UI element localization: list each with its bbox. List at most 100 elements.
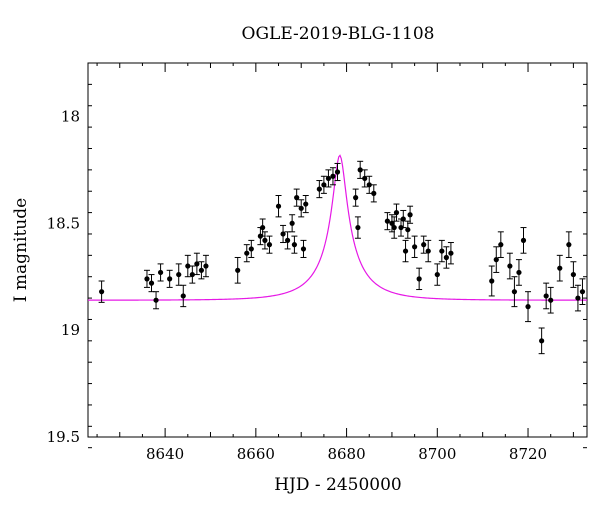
data-point [391, 216, 398, 239]
data-marker [355, 224, 361, 231]
data-point [443, 246, 450, 269]
data-point [166, 269, 173, 288]
x-tick-label: 8640 [146, 445, 184, 463]
data-point [275, 195, 282, 218]
data-point [193, 252, 200, 276]
data-point [248, 239, 255, 258]
data-marker [153, 297, 159, 303]
data-point [289, 214, 296, 233]
data-marker [543, 293, 549, 299]
x-tick-label: 8720 [509, 445, 547, 463]
data-marker [493, 257, 499, 263]
data-marker [362, 175, 368, 182]
data-point [416, 267, 423, 291]
data-point [506, 252, 513, 280]
data-marker [421, 242, 427, 248]
data-marker [203, 263, 209, 269]
data-marker [260, 224, 266, 231]
data-marker [157, 269, 164, 276]
data-point [234, 256, 241, 284]
data-marker [416, 276, 422, 282]
data-point [153, 291, 160, 310]
data-marker [185, 263, 191, 269]
data-point [556, 254, 563, 282]
data-marker [244, 250, 250, 256]
data-point [329, 167, 336, 186]
data-point [447, 242, 454, 265]
data-point [316, 180, 323, 199]
data-point [352, 188, 359, 207]
x-tick-label: 8680 [327, 445, 365, 463]
data-point [579, 278, 586, 305]
data-marker [353, 195, 359, 201]
data-point [366, 175, 373, 194]
x-tick-label: 8660 [237, 445, 275, 463]
data-point [384, 212, 391, 231]
data-point [361, 169, 368, 188]
data-marker [148, 280, 155, 286]
data-point [157, 263, 164, 282]
data-marker [439, 248, 445, 254]
data-marker [316, 186, 322, 192]
data-point [425, 239, 432, 263]
data-marker [400, 216, 406, 222]
data-marker [402, 248, 409, 254]
data-marker [516, 269, 522, 276]
data-marker [407, 212, 413, 218]
data-marker [330, 173, 336, 179]
data-marker [298, 205, 304, 211]
data-marker [248, 246, 254, 252]
data-marker [357, 167, 363, 173]
data-marker [176, 271, 182, 278]
data-point [320, 175, 327, 194]
plot-frame [87, 62, 588, 438]
y-tick-label: 19.5 [47, 428, 80, 446]
data-marker [557, 265, 563, 271]
data-marker [498, 242, 504, 248]
data-point [302, 195, 309, 214]
data-point [184, 254, 191, 278]
x-axis-label: HJD - 2450000 [274, 475, 402, 495]
data-point [420, 235, 427, 254]
data-marker [275, 203, 282, 209]
data-marker [570, 271, 576, 278]
y-tick-label: 18 [61, 107, 80, 125]
data-marker [266, 242, 273, 248]
data-marker [334, 169, 341, 175]
data-point [354, 216, 361, 239]
data-marker [539, 338, 545, 344]
data-marker [566, 242, 572, 248]
data-point [325, 169, 332, 188]
data-point [393, 203, 400, 222]
data-marker [325, 175, 332, 182]
axis-ticks [88, 62, 587, 449]
data-marker [520, 237, 527, 243]
data-marker [303, 201, 309, 207]
data-marker [180, 293, 186, 299]
data-point [300, 239, 307, 258]
data-point [143, 269, 150, 288]
data-point [284, 231, 291, 250]
data-marker [285, 237, 291, 243]
data-point [388, 214, 395, 233]
data-point [334, 162, 341, 182]
data-marker [321, 182, 327, 188]
data-marker [393, 210, 400, 216]
data-point [261, 231, 268, 250]
data-point [180, 284, 187, 308]
chart-title: OGLE-2019-BLG-1108 [242, 24, 435, 44]
data-marker [548, 297, 554, 303]
data-marker [366, 182, 372, 188]
data-point [493, 246, 500, 273]
data-point [198, 261, 205, 280]
data-marker [189, 271, 195, 278]
data-point [404, 220, 411, 239]
data-point [357, 160, 364, 179]
data-marker [167, 276, 173, 282]
data-marker [294, 195, 300, 201]
data-point [565, 231, 572, 258]
data-point [574, 284, 581, 312]
data-point [298, 199, 305, 218]
data-marker [99, 289, 105, 295]
